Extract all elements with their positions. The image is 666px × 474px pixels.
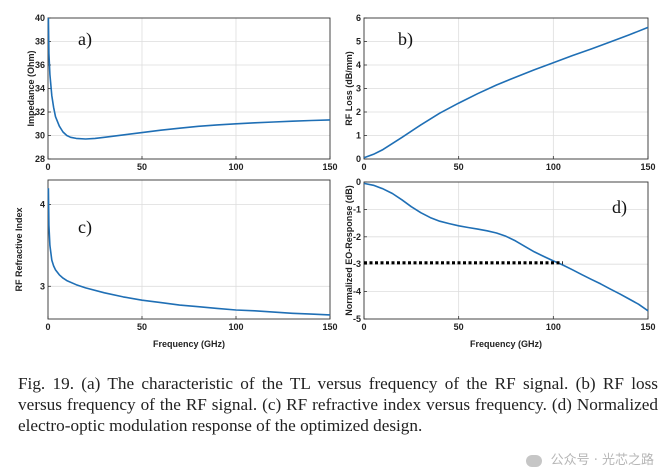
chart-panel-c: 0 50 100 150 3 4 RF Refractive Index Frequency … [14, 179, 338, 349]
x-axis-label: Frequency (GHz) [470, 339, 542, 349]
x-tick-label: 100 [546, 162, 561, 172]
y-tick-label: 2 [356, 107, 361, 117]
x-tick-label: 50 [137, 322, 147, 332]
panel-label: d) [612, 197, 627, 218]
y-tick-label: 5 [356, 37, 361, 47]
y-tick-label: -3 [353, 259, 361, 269]
series-line-1 [363, 182, 649, 312]
panel-label: b) [398, 29, 413, 50]
x-tick-label: 0 [45, 162, 50, 172]
panel-label: c) [78, 217, 92, 238]
x-tick-label: 50 [137, 162, 147, 172]
figure-caption: Fig. 19. (a) The characteristic of the T… [18, 374, 658, 435]
x-tick-label: 100 [546, 322, 561, 332]
y-tick-label: 38 [35, 37, 45, 47]
axes-frame [47, 179, 331, 320]
x-tick-label: 150 [640, 162, 655, 172]
series-line-1 [47, 17, 331, 140]
y-tick-label: -1 [353, 204, 361, 214]
x-tick-label: 0 [361, 322, 366, 332]
series-line-1 [363, 26, 649, 159]
y-tick-label: 36 [35, 60, 45, 70]
y-tick-label: 0 [356, 177, 361, 187]
y-tick-label: 32 [35, 107, 45, 117]
x-tick-label: 150 [640, 322, 655, 332]
wechat-icon [526, 454, 543, 467]
y-tick-label: 0 [356, 154, 361, 164]
y-tick-label: 1 [356, 131, 361, 141]
x-tick-label: 50 [454, 162, 464, 172]
y-tick-label: 3 [40, 281, 45, 291]
watermark: 公众号 · 光芯之路 [526, 449, 654, 468]
y-axis-label: RF Loss (dB/mm) [344, 51, 354, 126]
x-tick-label: 50 [454, 322, 464, 332]
y-tick-label: -4 [353, 287, 361, 297]
panel-label: a) [78, 29, 92, 50]
y-tick-label: 4 [356, 60, 361, 70]
y-tick-label: -2 [353, 232, 361, 242]
axes-frame [363, 181, 649, 320]
plot-area [48, 180, 330, 319]
y-tick-label: 40 [35, 13, 45, 23]
plot-area [364, 182, 648, 319]
x-tick-label: 150 [322, 162, 337, 172]
chart-panel-a: 0 50 100 150 28 30 32 34 36 38 40 Impedance (Ohm) a) [26, 13, 338, 172]
x-tick-label: 100 [228, 322, 243, 332]
y-axis-label: Impedance (Ohm) [26, 50, 36, 126]
watermark-text: 公众号 · 光芯之路 [550, 453, 654, 468]
x-tick-label: 0 [361, 162, 366, 172]
y-tick-label: -5 [353, 314, 361, 324]
x-tick-label: 0 [45, 322, 50, 332]
y-axis-label: Normalized EO-Response (dB) [344, 185, 354, 316]
series-line-1 [47, 188, 331, 316]
x-axis-label: Frequency (GHz) [153, 339, 225, 349]
x-tick-label: 150 [322, 322, 337, 332]
x-tick-label: 100 [228, 162, 243, 172]
y-tick-label: 6 [356, 13, 361, 23]
chart-panel-b: 0 50 100 150 0 1 2 3 4 5 6 RF Loss (dB/mm) b) [344, 13, 656, 172]
y-tick-label: 4 [40, 200, 45, 210]
y-tick-label: 34 [35, 84, 45, 94]
y-tick-label: 30 [35, 131, 45, 141]
y-tick-label: 28 [35, 154, 45, 164]
y-axis-label: RF Refractive Index [14, 207, 24, 291]
y-tick-label: 3 [356, 84, 361, 94]
